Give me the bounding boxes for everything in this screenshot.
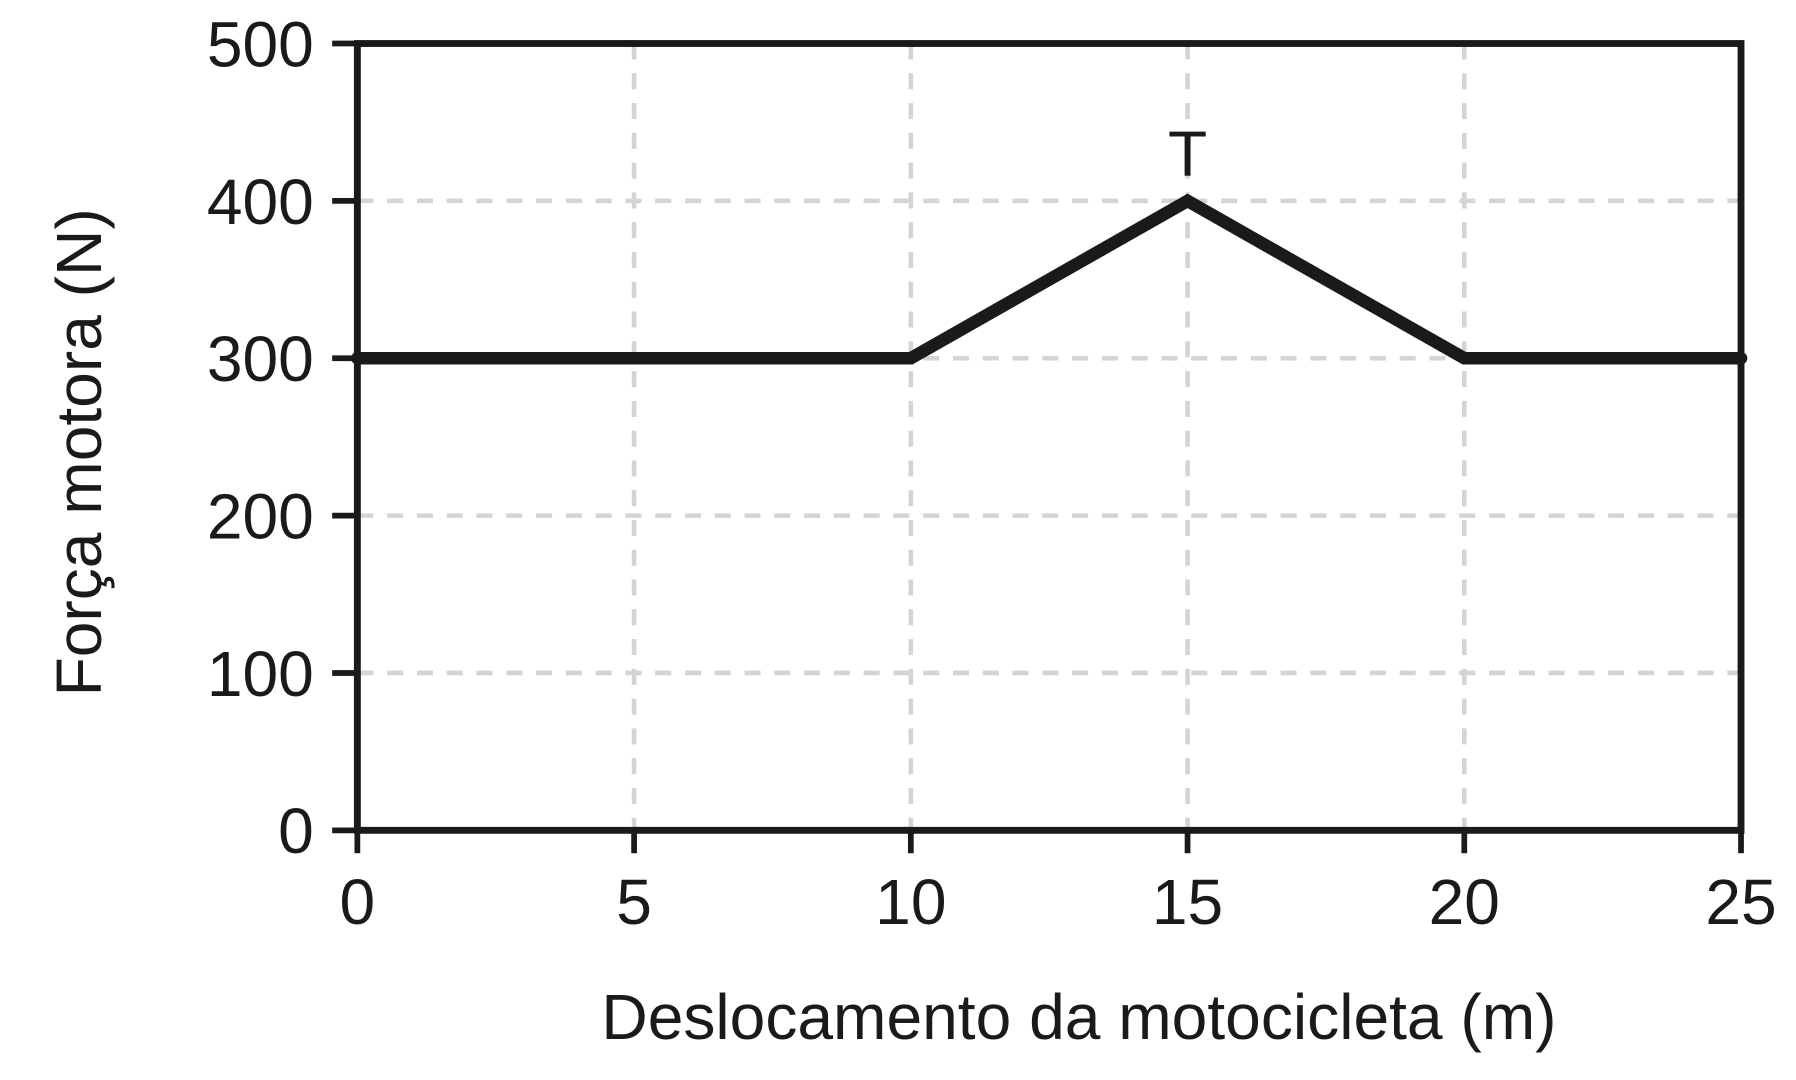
x-tick-label: 25: [1705, 866, 1776, 938]
x-tick-label: 0: [340, 866, 376, 938]
axes: [332, 40, 1745, 854]
y-axis-label: Força motora (N): [43, 208, 115, 696]
y-tick-label: 0: [278, 795, 314, 867]
y-tick-label: 400: [207, 166, 314, 238]
x-axis-label: Deslocamento da motocicleta (m): [601, 981, 1556, 1053]
tick-labels: 0 5 10 15 20 25 0 100 200 300 400 500: [207, 8, 1777, 938]
grid: [357, 43, 1742, 831]
y-tick-label: 200: [207, 481, 314, 553]
x-tick-label: 5: [616, 866, 652, 938]
x-tick-label: 10: [875, 866, 946, 938]
annotation-label: T: [1168, 118, 1207, 190]
y-tick-label: 300: [207, 323, 314, 395]
x-tick-label: 15: [1152, 866, 1223, 938]
y-tick-label: 500: [207, 8, 314, 80]
x-tick-label: 20: [1429, 866, 1500, 938]
plot-frame: [353, 40, 1745, 834]
y-tick-label: 100: [207, 638, 314, 710]
series-line: [351, 193, 1748, 365]
series: [351, 193, 1748, 365]
